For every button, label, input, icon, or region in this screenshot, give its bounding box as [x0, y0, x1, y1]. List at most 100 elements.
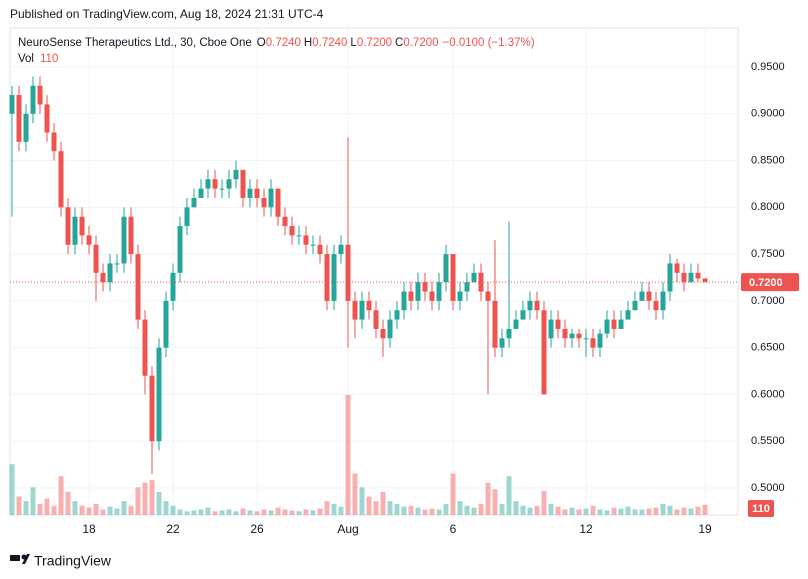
candle-body [205, 179, 211, 189]
y-tick-label: 0.9500 [751, 61, 785, 73]
volume-bar [366, 496, 372, 515]
volume-value: 110 [40, 53, 58, 65]
candle-body [646, 291, 652, 301]
candle-body [394, 310, 400, 320]
candle-body [548, 319, 554, 339]
candle-body [527, 300, 533, 311]
volume-tag [748, 500, 774, 517]
volume-bar [478, 503, 484, 515]
volume-bar [569, 507, 575, 515]
candle-body [688, 272, 694, 283]
volume-bar [121, 501, 127, 515]
volume-bar [492, 489, 498, 515]
volume-bar [303, 509, 309, 515]
volume-bar [254, 511, 260, 515]
candle-body [583, 338, 589, 340]
volume-bar [667, 505, 673, 515]
candle-body [373, 310, 379, 329]
volume-bar [317, 508, 323, 515]
volume-bar [261, 509, 267, 515]
x-tick-label: 12 [579, 522, 593, 536]
volume-bar [219, 510, 225, 515]
candle-body [387, 319, 393, 339]
volume-bar [142, 482, 148, 515]
candle-body [401, 291, 407, 311]
candle-body [9, 95, 15, 114]
x-tick-label: 19 [698, 522, 712, 536]
volume-bar [114, 508, 120, 515]
candle-body [128, 216, 134, 255]
candle-body [51, 132, 57, 152]
candle-body [506, 328, 512, 339]
candle-body [380, 328, 386, 339]
volume-bar [674, 509, 680, 515]
volume-bar [541, 491, 547, 515]
volume-bar [632, 509, 638, 515]
volume-bar [443, 503, 449, 515]
volume-bar [79, 505, 85, 515]
volume-bar [625, 506, 631, 515]
candle-body [184, 207, 190, 227]
volume-bar [506, 476, 512, 515]
candle-body [520, 310, 526, 320]
volume-bar [359, 487, 365, 515]
ohlc-key: O [257, 37, 266, 49]
volume-bar [23, 501, 29, 515]
volume-bar [72, 501, 78, 515]
candle-body [359, 300, 365, 320]
candle-body [177, 226, 183, 273]
volume-bar [58, 476, 64, 515]
candle-body [541, 310, 547, 395]
candle-body [219, 188, 225, 190]
volume-bar [590, 505, 596, 515]
volume-bar [653, 507, 659, 515]
ohlc-key: H [304, 37, 312, 49]
volume-bar [345, 395, 351, 515]
volume-bar [296, 511, 302, 515]
brand-logo [10, 554, 30, 564]
candle-body [408, 291, 414, 301]
volume-bar [156, 491, 162, 515]
candle-body [303, 235, 309, 245]
volume-bar [639, 509, 645, 515]
candle-body [121, 216, 127, 264]
candle-body [513, 319, 519, 329]
volume-bar [275, 507, 281, 515]
volume-bar [611, 507, 617, 515]
brand-name: TradingView [34, 553, 112, 569]
candle-body [639, 291, 645, 301]
candle-body [114, 263, 120, 265]
volume-bar [268, 510, 274, 515]
volume-key: Vol [18, 53, 34, 65]
candle-body [345, 244, 351, 301]
volume-bar [422, 509, 428, 515]
volume-bar [30, 487, 36, 515]
candle-body [352, 300, 358, 320]
volume-bar [184, 511, 190, 515]
volume-bar [44, 498, 50, 515]
volume-bar [646, 508, 652, 515]
candle-body [72, 216, 78, 245]
volume-bar [86, 507, 92, 515]
ohlc-key: C [395, 37, 403, 49]
x-tick-label: 18 [82, 522, 96, 536]
candle-body [268, 188, 274, 208]
candle-body [156, 347, 162, 442]
ohlc-value: 0.7240 [266, 37, 301, 49]
volume-bar [394, 503, 400, 515]
candle-body [597, 333, 603, 348]
candle-body [576, 333, 582, 339]
candle-body [254, 188, 260, 198]
y-tick-label: 0.6000 [751, 388, 785, 400]
candle-body [366, 300, 372, 311]
candle-body [142, 319, 148, 376]
volume-bar [107, 506, 113, 515]
volume-bar [338, 506, 344, 515]
change: −0.0100 (−1.37%) [443, 37, 535, 49]
candle-body [562, 328, 568, 339]
ohlc-value: 0.7200 [403, 37, 438, 49]
volume-bar [401, 506, 407, 515]
y-tick-label: 0.8000 [751, 201, 785, 213]
volume-bar [100, 509, 106, 515]
